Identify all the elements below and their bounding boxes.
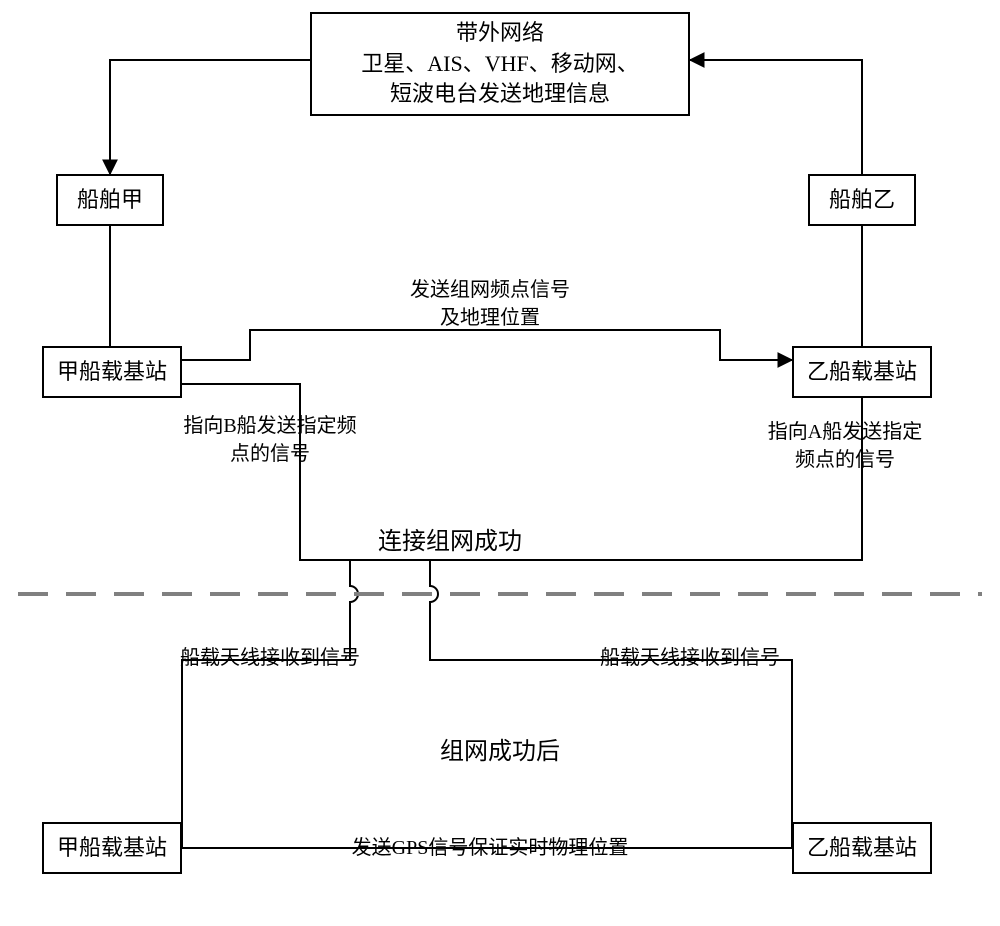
base-b-label: 乙船载基站: [807, 357, 917, 388]
base-a-label: 甲船载基站: [57, 357, 167, 388]
point-a-label: 指向A船发送指定 频点的信号: [730, 418, 960, 474]
base-b-box: 乙船载基站: [792, 346, 932, 398]
ship-b-label: 船舶乙: [829, 185, 895, 216]
point-b-l2: 点的信号: [140, 440, 400, 468]
oob-line3: 短波电台发送地理信息: [361, 79, 638, 110]
diagram-canvas: 带外网络 卫星、AIS、VHF、移动网、 短波电台发送地理信息 船舶甲 船舶乙 …: [0, 0, 1000, 926]
point-a-l1: 指向A船发送指定: [730, 418, 960, 446]
point-b-l1: 指向B船发送指定频: [140, 412, 400, 440]
edge-through_dashed_left: [112, 560, 358, 848]
base-b2-box: 乙船载基站: [792, 822, 932, 874]
base-b2-label: 乙船载基站: [807, 833, 917, 864]
antenna-a-label: 船载天线接收到信号: [140, 644, 400, 672]
edge-oob_to_a: [110, 60, 310, 174]
oob-line2: 卫星、AIS、VHF、移动网、: [361, 49, 638, 80]
send-freq-geo-l1: 发送组网频点信号: [340, 276, 640, 304]
base-a2-box: 甲船载基站: [42, 822, 182, 874]
ship-a-box: 船舶甲: [56, 174, 164, 226]
edge-through_dashed_right: [430, 560, 862, 848]
edge-b_to_oob: [690, 60, 862, 174]
ship-b-box: 船舶乙: [808, 174, 916, 226]
send-freq-geo-label: 发送组网频点信号 及地理位置: [340, 276, 640, 332]
out-of-band-network-box: 带外网络 卫星、AIS、VHF、移动网、 短波电台发送地理信息: [310, 12, 690, 116]
gps-label: 发送GPS信号保证实时物理位置: [310, 834, 670, 862]
send-freq-geo-l2: 及地理位置: [340, 304, 640, 332]
connect-success-label: 连接组网成功: [300, 526, 600, 560]
oob-line1: 带外网络: [361, 18, 638, 49]
ship-a-label: 船舶甲: [77, 185, 143, 216]
base-a-box: 甲船载基站: [42, 346, 182, 398]
point-a-l2: 频点的信号: [730, 446, 960, 474]
base-a2-label: 甲船载基站: [57, 833, 167, 864]
point-b-label: 指向B船发送指定频 点的信号: [140, 412, 400, 468]
edge-basea_to_baseb_top: [182, 330, 792, 360]
after-success-label: 组网成功后: [400, 736, 600, 770]
antenna-b-label: 船载天线接收到信号: [560, 644, 820, 672]
